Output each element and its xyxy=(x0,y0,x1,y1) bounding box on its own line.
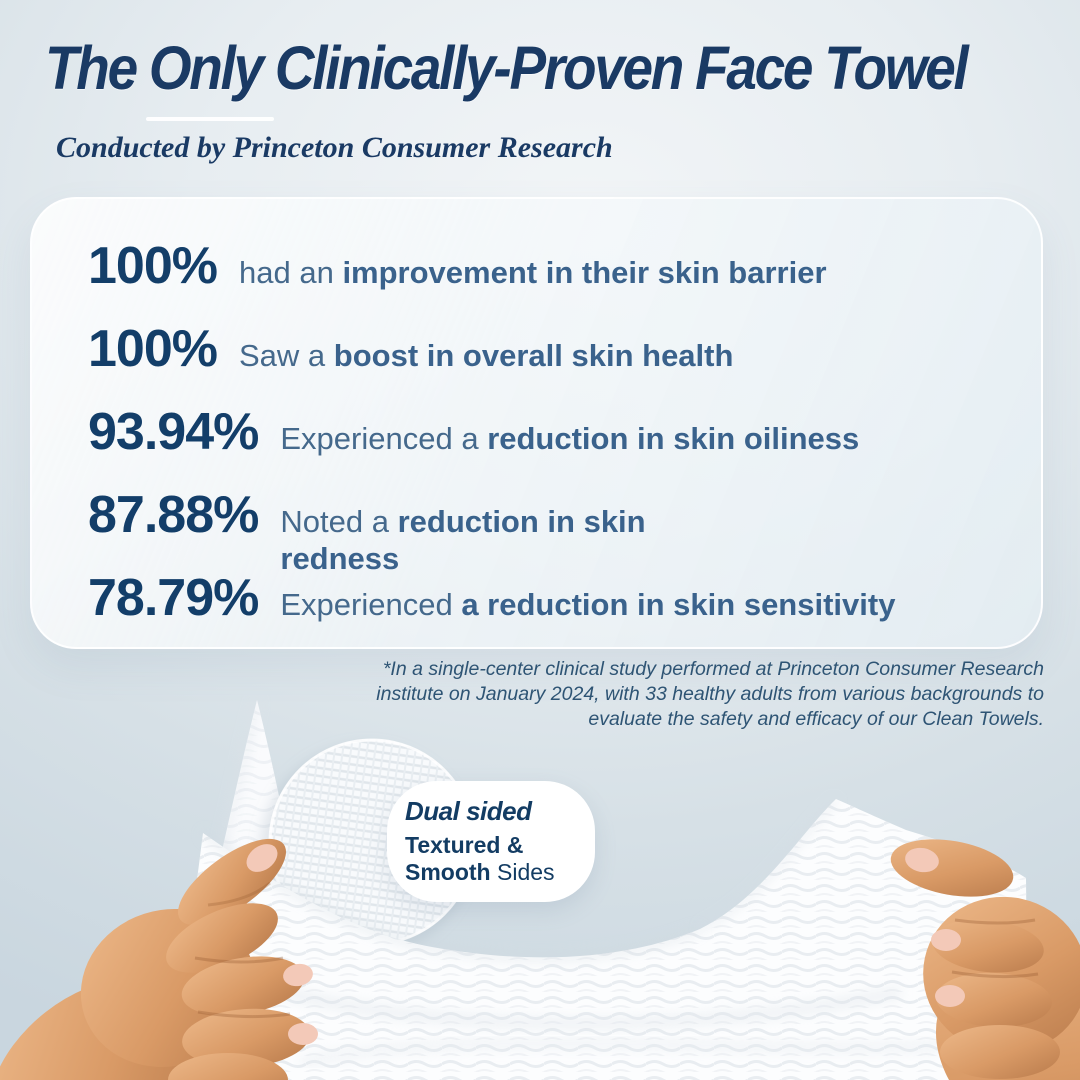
stat-row: 93.94% Experienced a reduction in skin oi… xyxy=(88,402,1013,461)
right-hand xyxy=(890,839,1080,1080)
badge-line3: Smooth Sides xyxy=(405,859,585,886)
left-hand xyxy=(0,838,318,1080)
stat-value: 100% xyxy=(88,237,218,295)
stat-description: Saw a boost in overall skin health xyxy=(239,338,734,373)
stat-value: 93.94% xyxy=(88,403,259,461)
stat-value: 87.88% xyxy=(88,486,259,544)
badge-line3-rest: Sides xyxy=(490,859,555,886)
towel xyxy=(148,797,1028,1080)
disclaimer-line: *In a single-center clinical study perfo… xyxy=(382,658,1044,680)
disclaimer: *In a single-center clinical study perfo… xyxy=(376,657,1044,732)
subtitle: Conducted by Princeton Consumer Research xyxy=(56,131,613,164)
stats-card: 100% had an improvement in their skin bar… xyxy=(30,197,1043,649)
badge-line2: Textured & xyxy=(405,832,524,858)
disclaimer-line: evaluate the safety and efficacy of our … xyxy=(588,707,1044,730)
title-underline xyxy=(146,117,274,121)
stat-value: 78.79% xyxy=(88,569,259,627)
dual-sided-badge: Dual sided Textured & Smooth Sides xyxy=(387,781,595,903)
stat-description: Experienced a reduction in skin oiliness xyxy=(280,421,860,456)
stat-row: 100% had an improvement in their skin bar… xyxy=(88,236,1013,295)
stat-description: Noted a reduction in skin redness xyxy=(280,504,646,577)
disclaimer-line: institute on January 2024, with 33 healt… xyxy=(376,682,1044,705)
badge-title: Dual sided xyxy=(405,796,532,826)
stat-description: had an improvement in their skin barrier xyxy=(239,255,827,290)
stat-value: 100% xyxy=(88,320,218,378)
stats-list: 100% had an improvement in their skin bar… xyxy=(88,236,1013,627)
stat-row: 100% Saw a boost in overall skin health xyxy=(88,319,1013,378)
badge-line3-bold: Smooth xyxy=(405,859,491,886)
stat-row: 87.88% Noted a reduction in skin redness xyxy=(88,485,1013,576)
stat-description: Experienced a reduction in skin sensitiv… xyxy=(280,587,896,622)
page-title: The Only Clinically-Proven Face Towel xyxy=(45,34,969,102)
stat-row: 78.79% Experienced a reduction in skin se… xyxy=(88,568,1013,627)
